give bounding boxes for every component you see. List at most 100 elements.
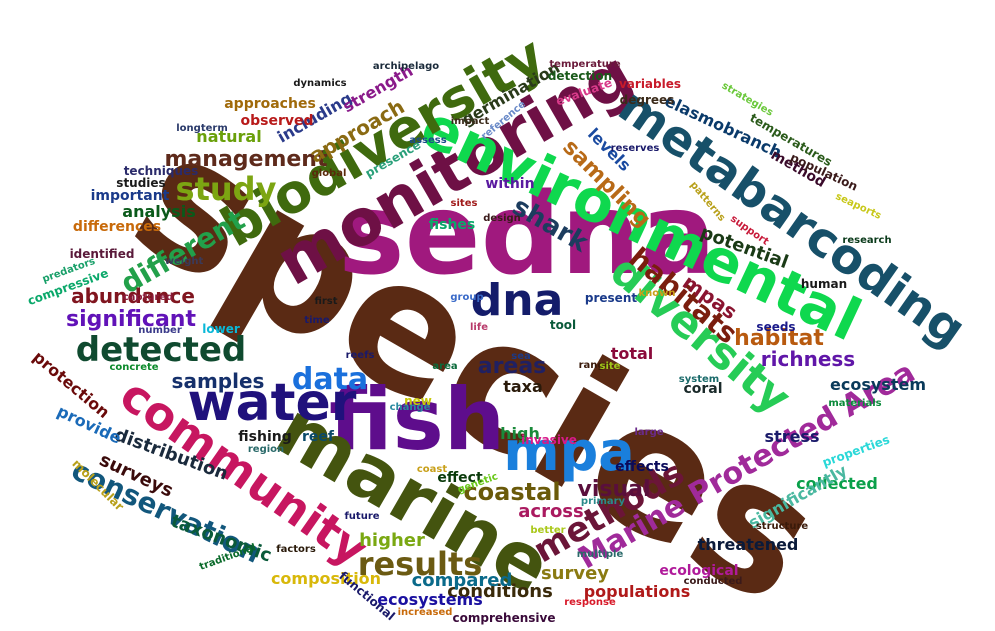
word: captured xyxy=(122,292,174,303)
word: compared xyxy=(411,570,513,591)
word: known xyxy=(638,288,676,299)
word: archipelago xyxy=(372,61,440,72)
word: differences xyxy=(72,219,162,235)
word: research xyxy=(842,235,892,246)
word: dna xyxy=(470,275,564,326)
word: high xyxy=(500,424,540,443)
word: conditions xyxy=(447,581,553,602)
word: human xyxy=(800,277,848,291)
word: effects xyxy=(615,459,669,475)
word: stress xyxy=(764,427,820,446)
word: ecosystems xyxy=(377,590,483,609)
word: ecosystem xyxy=(830,375,926,394)
word: tool xyxy=(549,318,577,332)
word: techniques xyxy=(123,164,199,178)
word: strategies xyxy=(719,80,775,119)
word: future xyxy=(344,511,380,522)
word: global xyxy=(311,168,347,179)
word: first xyxy=(314,296,338,307)
word: analysis xyxy=(122,202,196,221)
word: visual xyxy=(577,477,651,502)
word: coastal xyxy=(463,478,561,506)
word: higher xyxy=(359,530,425,551)
word: water xyxy=(187,373,357,433)
word: fishing xyxy=(238,429,292,445)
word: reserves xyxy=(610,143,660,154)
word: collected xyxy=(796,474,878,493)
word: comprehensive xyxy=(452,611,556,625)
word: variables xyxy=(618,77,682,91)
word: sites xyxy=(450,198,478,209)
word: studies xyxy=(116,176,166,190)
word: natural xyxy=(196,127,262,146)
word: response xyxy=(564,597,616,608)
word: reef xyxy=(302,429,334,445)
word: conducted xyxy=(683,576,743,587)
word: detection xyxy=(547,69,613,83)
word: concrete xyxy=(109,362,159,373)
word: management xyxy=(164,147,328,172)
word: weight xyxy=(164,256,204,267)
word: approaches xyxy=(224,96,316,112)
word: group xyxy=(450,292,484,303)
word: invasive xyxy=(521,433,577,447)
word: materials xyxy=(828,398,882,409)
word: coast xyxy=(416,464,448,475)
word: increased xyxy=(397,607,453,618)
word: effect xyxy=(437,470,483,486)
word: within xyxy=(485,176,535,192)
word: number xyxy=(138,325,182,336)
word: total xyxy=(610,344,654,363)
word: site xyxy=(599,361,621,372)
word: factors xyxy=(276,544,316,555)
word: data xyxy=(291,362,369,397)
word: primary xyxy=(580,496,626,507)
word: life xyxy=(470,322,488,333)
word: system xyxy=(678,374,720,385)
word: multiple xyxy=(576,549,624,560)
word: taxa xyxy=(503,377,543,396)
word: ecological xyxy=(659,563,739,579)
word: identified xyxy=(69,247,135,261)
word: lower xyxy=(202,322,240,336)
word: new xyxy=(404,394,432,408)
word: structure xyxy=(755,521,809,532)
word: large xyxy=(634,427,664,438)
word: survey xyxy=(540,563,610,584)
word: sedna xyxy=(337,170,717,300)
word: present xyxy=(584,291,638,305)
word: dynamics xyxy=(293,78,347,89)
word: range xyxy=(578,360,612,371)
word: impact xyxy=(450,116,490,127)
word: mpa xyxy=(503,420,635,483)
word: richness xyxy=(760,347,856,371)
word: observed xyxy=(240,113,314,129)
word: samples xyxy=(171,369,265,393)
word: area xyxy=(432,361,458,372)
word: longterm xyxy=(176,123,228,134)
word: detected xyxy=(75,330,247,370)
word: important xyxy=(90,188,170,204)
word: better xyxy=(530,525,566,536)
word: significant xyxy=(66,307,196,332)
word: across xyxy=(518,501,584,522)
word: results xyxy=(357,545,483,583)
word: threatened xyxy=(697,535,799,554)
word: design xyxy=(483,213,521,224)
word: temperature xyxy=(549,59,621,70)
word: populations xyxy=(583,582,691,601)
word: degrees xyxy=(619,93,675,107)
word: change xyxy=(389,402,431,413)
word: fishes xyxy=(428,217,476,233)
word: region xyxy=(247,444,285,455)
word: areas xyxy=(477,354,547,379)
word: composition xyxy=(270,569,382,588)
word: coral xyxy=(683,381,723,397)
word: assess xyxy=(409,135,447,146)
word: fish xyxy=(328,370,506,470)
word: habitat xyxy=(734,326,824,351)
word: reefs xyxy=(345,350,375,361)
word: study xyxy=(175,170,277,208)
word: seeds xyxy=(756,320,796,334)
